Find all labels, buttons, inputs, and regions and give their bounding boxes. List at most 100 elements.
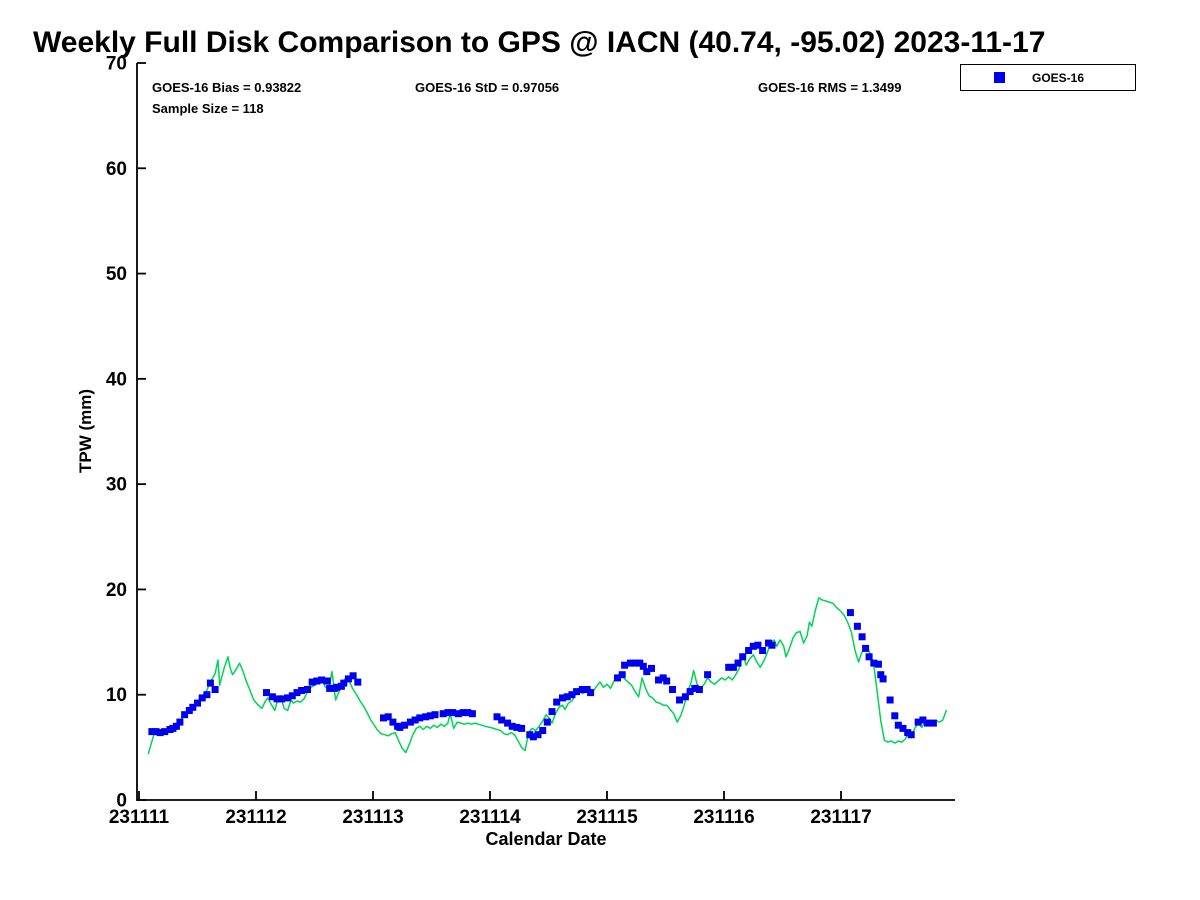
goes-16-marker (344, 675, 352, 683)
goes-16-marker (189, 703, 197, 711)
goes-16-marker (493, 713, 501, 721)
x-tick-label: 231114 (459, 807, 521, 828)
goes-16-marker (278, 695, 286, 703)
y-axis-label: TPW (mm) (76, 388, 95, 474)
goes-16-marker (663, 677, 671, 685)
goes-16-marker (729, 663, 737, 671)
goes-16-marker (288, 692, 296, 700)
y-tick-label: 0 (116, 791, 127, 812)
goes-16-marker (422, 713, 430, 721)
goes-16-marker (349, 672, 357, 680)
goes-16-marker (211, 686, 219, 693)
y-tick-label: 10 (106, 685, 127, 706)
stat-rms: GOES-16 RMS = 1.3499 (758, 80, 902, 95)
goes-16-marker (643, 668, 651, 676)
goes-16-marker (401, 721, 409, 729)
goes-16-marker (203, 691, 211, 699)
goes-16-marker (181, 711, 189, 719)
goes-16-marker (862, 644, 870, 652)
x-tick-label: 231116 (693, 807, 754, 828)
goes-16-marker (156, 729, 164, 737)
x-tick-label: 231117 (810, 807, 871, 828)
goes-16-marker (877, 671, 885, 679)
goes-16-marker (874, 660, 882, 668)
goes-16-marker (695, 686, 703, 693)
y-tick-label: 70 (106, 54, 127, 75)
goes-16-marker (891, 712, 899, 720)
y-tick-label: 50 (106, 264, 127, 285)
goes-16-marker (865, 653, 873, 661)
goes-16-marker (614, 674, 621, 682)
goes-16-marker (161, 728, 169, 736)
goes-16-marker (273, 695, 281, 703)
goes-16-marker (176, 718, 184, 726)
goes-16-marker (380, 714, 387, 722)
y-tick-label: 20 (106, 580, 127, 601)
x-tick-label: 231112 (225, 807, 286, 828)
x-tick-label: 231113 (342, 807, 403, 828)
goes-16-marker (323, 677, 331, 685)
x-axis-label: Calendar Date (485, 829, 607, 849)
goes-16-marker (768, 641, 776, 649)
goes-16-marker (681, 693, 689, 701)
goes-16-marker (411, 716, 419, 724)
goes-16-marker (534, 731, 542, 739)
goes-16-marker (354, 678, 362, 686)
stat-std: GOES-16 StD = 0.97056 (415, 80, 560, 95)
y-tick-label: 30 (106, 475, 127, 496)
gps-line-series (147, 597, 948, 755)
goes-16-marker (406, 718, 414, 726)
goes-16-marker (172, 722, 180, 730)
goes-16-marker (924, 719, 932, 727)
goes-16-marker (498, 716, 506, 724)
goes-16-marker (914, 718, 922, 726)
goes-16-marker (691, 684, 699, 692)
goes-16-marker (198, 694, 206, 702)
goes-16-marker (464, 709, 472, 717)
goes-16-marker (304, 686, 311, 693)
goes-16-marker (439, 710, 447, 718)
goes-16-marker (426, 712, 434, 720)
goes-16-marker (444, 709, 452, 717)
goes-16-marker (704, 671, 712, 679)
goes-16-marker (648, 664, 655, 672)
goes-16-marker (504, 719, 512, 727)
goes-16-marker (907, 731, 915, 739)
goes-16-marker (389, 718, 397, 726)
goes-16-marker (318, 676, 325, 684)
goes-16-marker (513, 723, 521, 731)
goes-16-marker (879, 675, 887, 683)
goes-16-marker (563, 693, 571, 701)
goes-16-marker (573, 688, 581, 696)
goes-16-marker (468, 710, 476, 718)
goes-16-marker (553, 698, 561, 706)
goes-16-marker (745, 647, 753, 654)
goes-16-marker (384, 713, 392, 721)
goes-16-marker (539, 727, 547, 734)
goes-16-marker (340, 679, 348, 687)
goes-16-marker (618, 671, 626, 679)
legend-label-goes-16: GOES-16 (1032, 70, 1085, 85)
goes-16-marker (454, 710, 462, 718)
goes-16-marker (313, 677, 321, 685)
goes-16-marker (333, 683, 341, 691)
y-tick-label: 40 (106, 369, 127, 390)
legend-box: GOES-16 (960, 64, 1136, 91)
goes-16-marker (293, 689, 301, 697)
goes-16-marker (518, 724, 526, 732)
goes-16-marker (894, 721, 902, 729)
goes-16-marker (870, 659, 878, 667)
goes-16-marker (548, 708, 556, 716)
goes-16-marker (396, 723, 404, 731)
goes-16-marker-series (148, 609, 937, 741)
goes-16-marker (886, 696, 894, 704)
goes-16-marker (626, 659, 634, 667)
goes-16-marker (578, 686, 586, 693)
goes-16-marker (919, 716, 927, 724)
goes-16-marker (449, 709, 457, 717)
goes-16-marker (846, 609, 854, 617)
goes-16-marker (206, 679, 214, 687)
goes-16-marker (268, 693, 276, 701)
